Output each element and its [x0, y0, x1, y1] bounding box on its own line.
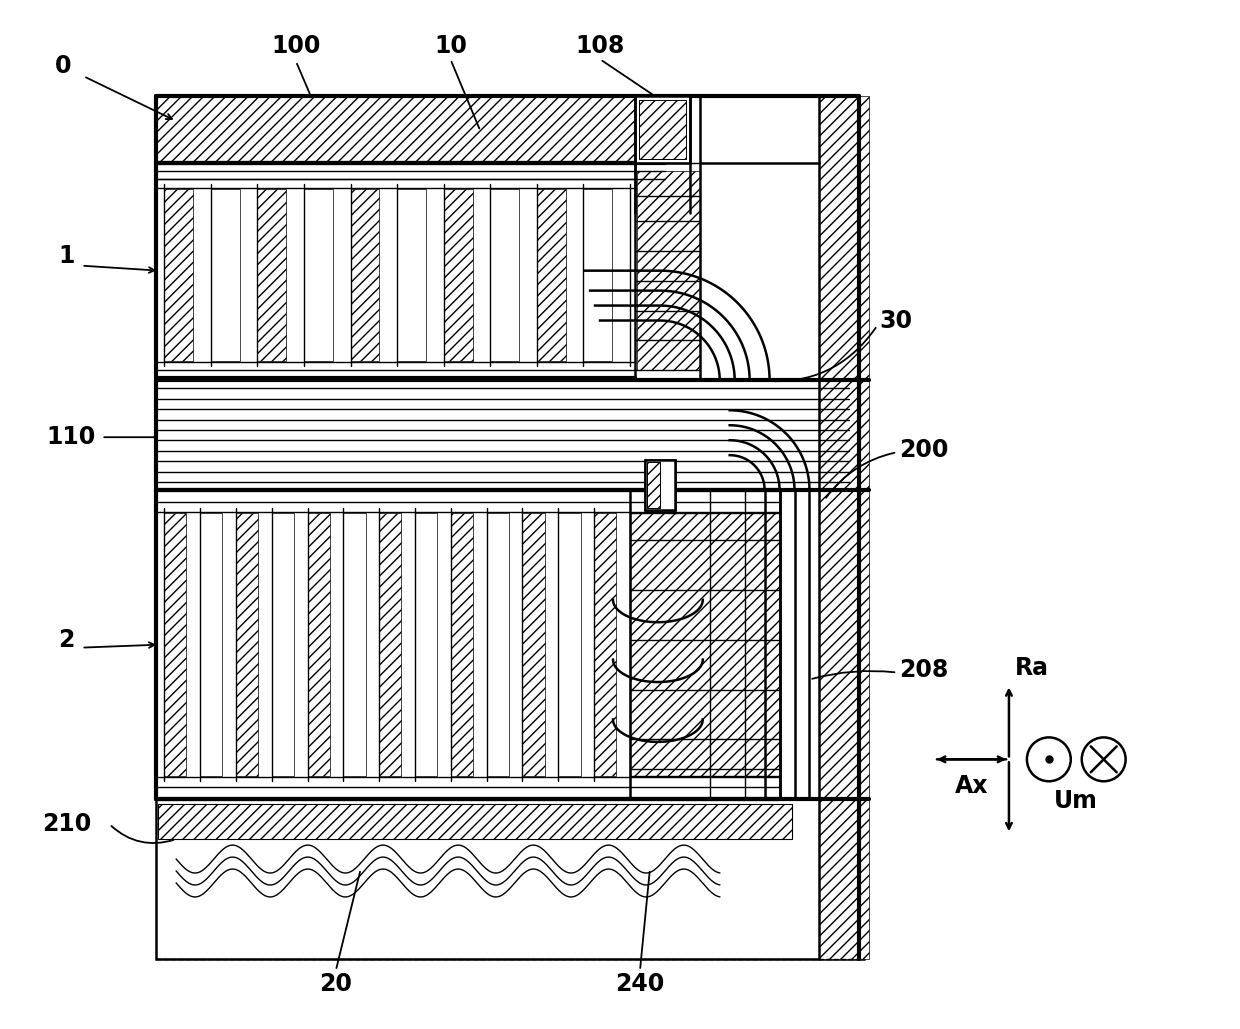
Bar [451, 513, 472, 776]
Bar [156, 96, 665, 163]
Bar [537, 189, 565, 361]
Bar [351, 189, 379, 361]
Bar [444, 189, 472, 361]
Bar [156, 800, 864, 959]
Text: 240: 240 [615, 971, 665, 996]
Text: 10: 10 [434, 34, 467, 59]
Bar [647, 462, 660, 508]
Bar [639, 100, 686, 158]
Text: 20: 20 [320, 971, 352, 996]
Bar [164, 513, 186, 776]
Bar [343, 513, 366, 776]
Text: Ra: Ra [1014, 655, 1049, 679]
Bar [645, 460, 675, 510]
Bar [200, 513, 222, 776]
Bar [272, 513, 294, 776]
Text: 0: 0 [56, 55, 72, 78]
Bar [379, 513, 402, 776]
Bar [304, 189, 332, 361]
Text: 1: 1 [58, 244, 74, 268]
Text: 200: 200 [899, 438, 949, 462]
Text: 2: 2 [58, 628, 74, 651]
Bar [630, 513, 780, 776]
Bar [583, 189, 613, 361]
Bar [637, 171, 699, 370]
Bar [558, 513, 580, 776]
Text: 110: 110 [47, 425, 97, 450]
Bar [415, 513, 438, 776]
Bar [635, 96, 689, 163]
Bar [820, 96, 869, 959]
Bar [159, 805, 791, 839]
Bar [397, 189, 427, 361]
Bar [490, 189, 520, 361]
Bar [164, 189, 193, 361]
Bar [522, 513, 544, 776]
Bar [236, 513, 258, 776]
Bar [308, 513, 330, 776]
Text: 208: 208 [899, 658, 949, 681]
Bar [594, 513, 616, 776]
Text: 210: 210 [42, 812, 91, 837]
Bar [211, 189, 239, 361]
Bar [258, 189, 286, 361]
Text: 30: 30 [879, 309, 913, 332]
Bar [486, 513, 508, 776]
Text: 108: 108 [575, 34, 625, 59]
Text: Um: Um [1054, 789, 1097, 813]
Text: Ax: Ax [955, 774, 988, 799]
Text: 100: 100 [272, 34, 321, 59]
